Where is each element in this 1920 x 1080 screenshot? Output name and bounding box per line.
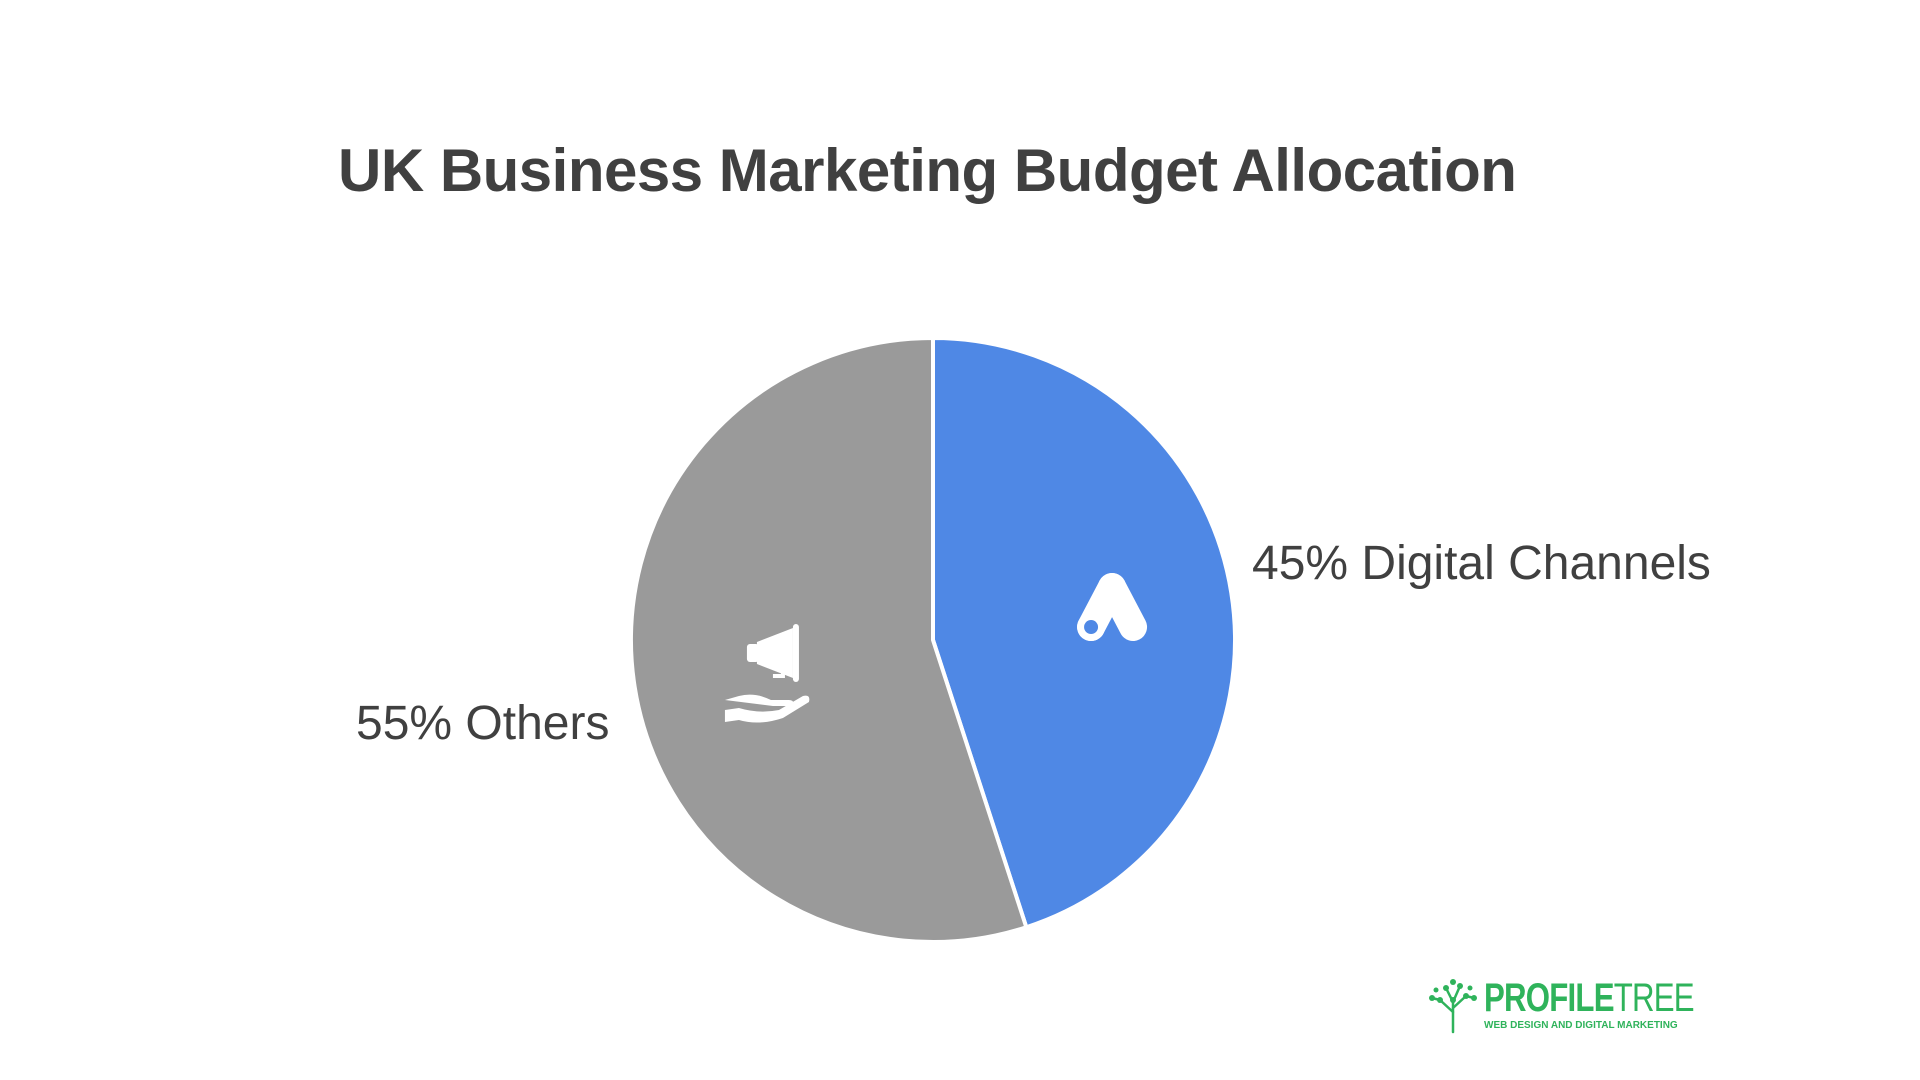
megaphone-hand-icon — [724, 623, 810, 723]
logo-tagline: WEB DESIGN AND DIGITAL MARKETING — [1484, 1020, 1678, 1031]
logo-name-bold: PROFILE — [1484, 976, 1615, 1020]
pie-slice-others — [629, 336, 1029, 944]
slice-label-digital-channels: 45% Digital Channels — [1252, 537, 1711, 590]
tree-logo-icon — [1429, 979, 1477, 1034]
google-ads-icon — [1077, 573, 1148, 642]
logo-name-light: TREE — [1613, 976, 1695, 1020]
slice-label-others: 55% Others — [356, 697, 610, 750]
chart-title: UK Business Marketing Budget Allocation — [338, 137, 1517, 204]
logo-name: PROFILETREE — [1484, 976, 1695, 1020]
profiletree-logo: PROFILETREE WEB DESIGN AND DIGITAL MARKE… — [1428, 978, 1753, 1034]
